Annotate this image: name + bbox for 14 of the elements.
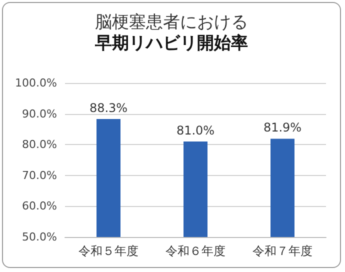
y-tick-label: 90.0%	[22, 107, 57, 120]
y-tick-label: 60.0%	[22, 200, 57, 213]
data-label: 88.3%	[89, 101, 128, 116]
chart-subtitle: 早期リハビリ開始率	[94, 34, 248, 54]
chart-title: 脳梗塞患者における	[95, 12, 248, 32]
y-tick-label: 50.0%	[22, 230, 57, 244]
data-label: 81.9%	[263, 120, 302, 135]
x-tick-label: 令和５年度	[78, 244, 138, 258]
y-tick-label: 70.0%	[22, 168, 57, 182]
data-label: 81.0%	[176, 124, 215, 138]
y-tick-label: 100.0%	[15, 76, 57, 90]
x-tick-label: 令和６年度	[166, 244, 226, 258]
y-tick-label: 80.0%	[22, 138, 57, 152]
x-tick-label: 令和７年度	[252, 244, 312, 258]
